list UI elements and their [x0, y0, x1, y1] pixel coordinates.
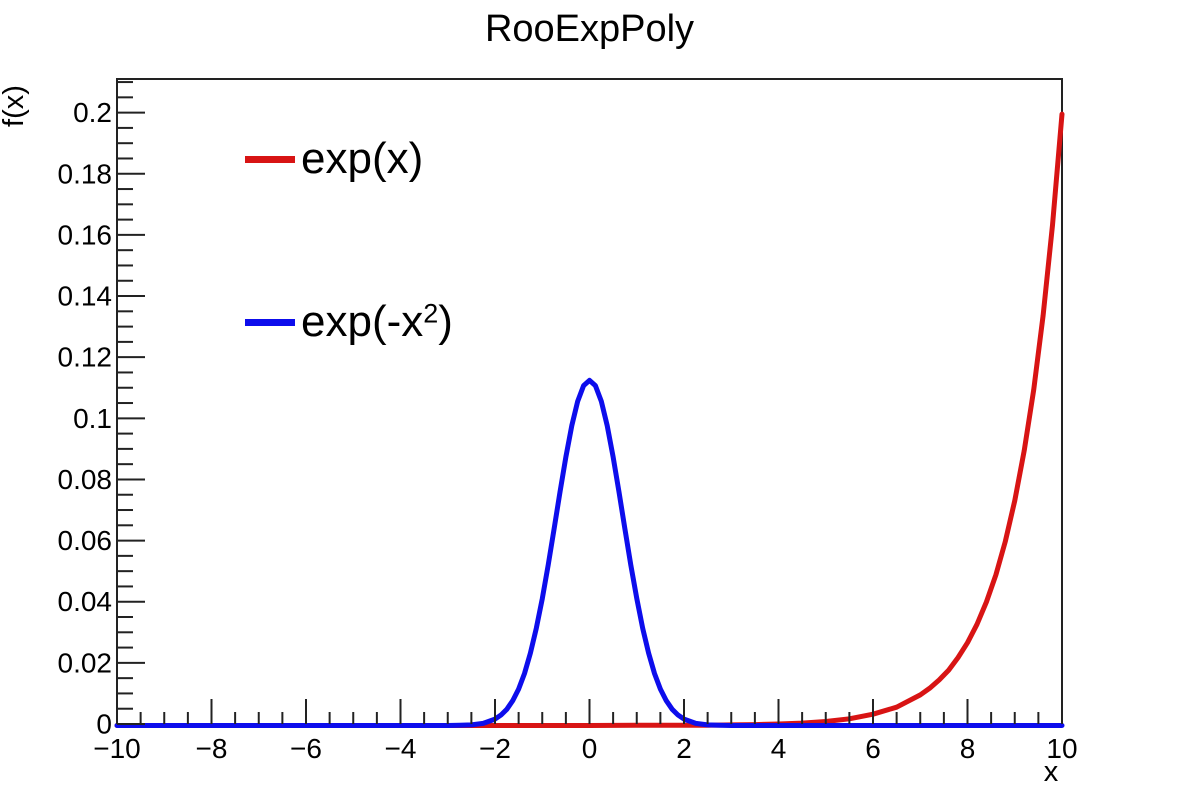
x-axis-title: x — [1044, 756, 1059, 788]
plot-frame — [116, 78, 1063, 725]
y-axis-tick-label: 0.18 — [58, 158, 113, 189]
curve-exp-minus-x2 — [114, 377, 1065, 728]
y-axis-tick-label: 0.02 — [58, 647, 113, 678]
y-axis-tick-label: 0.2 — [73, 97, 112, 128]
y-axis-tick-label: 0.04 — [58, 586, 113, 617]
x-axis-tick-label: 8 — [960, 733, 976, 764]
x-axis-tick-label: 6 — [865, 733, 881, 764]
y-axis-tick-label: 0.08 — [58, 464, 113, 495]
x-axis-tick-label: 10 — [1046, 733, 1077, 764]
curve-exp-x — [114, 111, 1065, 728]
x-axis-tick-label: 4 — [771, 733, 787, 764]
y-axis-tick-label: 0.16 — [58, 219, 113, 250]
y-axis-tick-label: 0.14 — [58, 281, 113, 312]
x-axis-tick-label: −6 — [290, 733, 322, 764]
y-axis-tick-label: 0.06 — [58, 525, 113, 556]
x-axis-tick-label: 2 — [676, 733, 692, 764]
x-axis-tick-label: −4 — [385, 733, 417, 764]
y-axis-tick-label: 0.1 — [73, 403, 112, 434]
x-axis-tick-label: 0 — [582, 733, 598, 764]
x-axis-tick-label: −8 — [196, 733, 228, 764]
x-axis-tick-label: −2 — [479, 733, 511, 764]
y-axis-tick-label: 0 — [96, 709, 112, 740]
x-axis-tick-label: −10 — [93, 733, 141, 764]
y-axis-title: f(x) — [0, 85, 30, 127]
y-axis-tick-label: 0.12 — [58, 342, 113, 373]
plot-title: RooExpPoly — [484, 8, 695, 50]
